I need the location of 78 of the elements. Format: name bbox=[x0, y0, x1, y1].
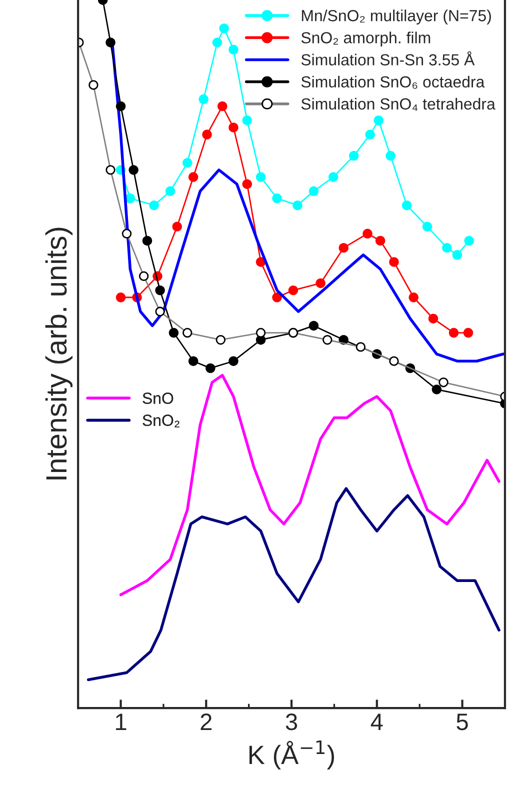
point bbox=[338, 242, 348, 253]
point bbox=[442, 242, 452, 253]
point bbox=[182, 158, 192, 168]
point bbox=[125, 193, 136, 204]
point bbox=[122, 228, 132, 239]
point bbox=[422, 222, 432, 232]
point bbox=[155, 285, 165, 296]
point bbox=[365, 130, 375, 140]
legend-label: Simulation SnO₆ octaedra bbox=[301, 76, 485, 89]
point bbox=[172, 222, 182, 232]
x-tick-label: 4 bbox=[370, 714, 383, 730]
point bbox=[182, 328, 192, 338]
x-tick-label: 5 bbox=[456, 714, 468, 730]
point bbox=[219, 23, 229, 34]
point bbox=[165, 186, 176, 196]
legend-label: SnO₂ bbox=[142, 414, 180, 428]
point bbox=[356, 342, 366, 352]
point bbox=[216, 335, 226, 345]
point bbox=[198, 94, 208, 104]
x-tick-label: 2 bbox=[200, 714, 212, 730]
x-axis-title: K (Å$^{−1}$) bbox=[249, 740, 334, 770]
point bbox=[168, 328, 179, 338]
point bbox=[464, 236, 474, 246]
point bbox=[272, 193, 282, 204]
point bbox=[348, 150, 359, 161]
point bbox=[308, 320, 319, 331]
point bbox=[389, 356, 399, 366]
point bbox=[374, 116, 384, 126]
point bbox=[452, 250, 462, 260]
point bbox=[106, 38, 116, 48]
point bbox=[149, 200, 159, 210]
point bbox=[328, 172, 338, 182]
x-tick-label: 1 bbox=[116, 714, 126, 730]
point bbox=[155, 306, 165, 316]
point bbox=[242, 179, 252, 189]
legend-label: Mn/SnO₂ multilayer (N=75) bbox=[302, 10, 491, 24]
point bbox=[228, 356, 238, 366]
point bbox=[188, 356, 198, 366]
point bbox=[389, 257, 399, 267]
point bbox=[88, 80, 98, 90]
point bbox=[202, 130, 212, 140]
x-tick-label: 3 bbox=[286, 714, 298, 730]
legend-label: Simulation Sn-Sn 3.55 Å bbox=[301, 51, 475, 66]
point bbox=[386, 150, 396, 161]
point bbox=[448, 328, 459, 338]
point bbox=[242, 116, 252, 126]
point bbox=[362, 228, 372, 239]
point bbox=[212, 38, 222, 48]
point bbox=[228, 44, 238, 54]
point bbox=[106, 165, 116, 175]
point bbox=[116, 292, 126, 302]
point bbox=[188, 172, 198, 182]
legend-label: Simulation SnO₄ tetrahedra bbox=[301, 98, 496, 111]
point bbox=[116, 101, 126, 112]
point bbox=[228, 122, 238, 132]
point bbox=[292, 200, 302, 210]
y-axis-title: Intensity (arb. units) bbox=[45, 228, 73, 480]
point bbox=[322, 335, 332, 345]
point bbox=[308, 186, 319, 196]
point bbox=[375, 236, 386, 246]
point bbox=[206, 363, 216, 374]
point bbox=[316, 278, 326, 288]
point bbox=[402, 200, 412, 210]
point bbox=[408, 292, 418, 302]
point bbox=[438, 377, 448, 388]
point bbox=[128, 165, 138, 175]
point bbox=[272, 292, 282, 302]
point bbox=[218, 101, 228, 112]
point bbox=[256, 328, 266, 338]
point bbox=[142, 236, 152, 246]
point bbox=[463, 328, 474, 338]
point bbox=[138, 271, 149, 281]
point bbox=[428, 314, 438, 324]
legend-label: SnO bbox=[142, 392, 174, 404]
point bbox=[432, 384, 442, 394]
point bbox=[256, 172, 266, 182]
legend-label: SnO₂ amorph. film bbox=[301, 32, 430, 47]
point bbox=[288, 285, 298, 296]
